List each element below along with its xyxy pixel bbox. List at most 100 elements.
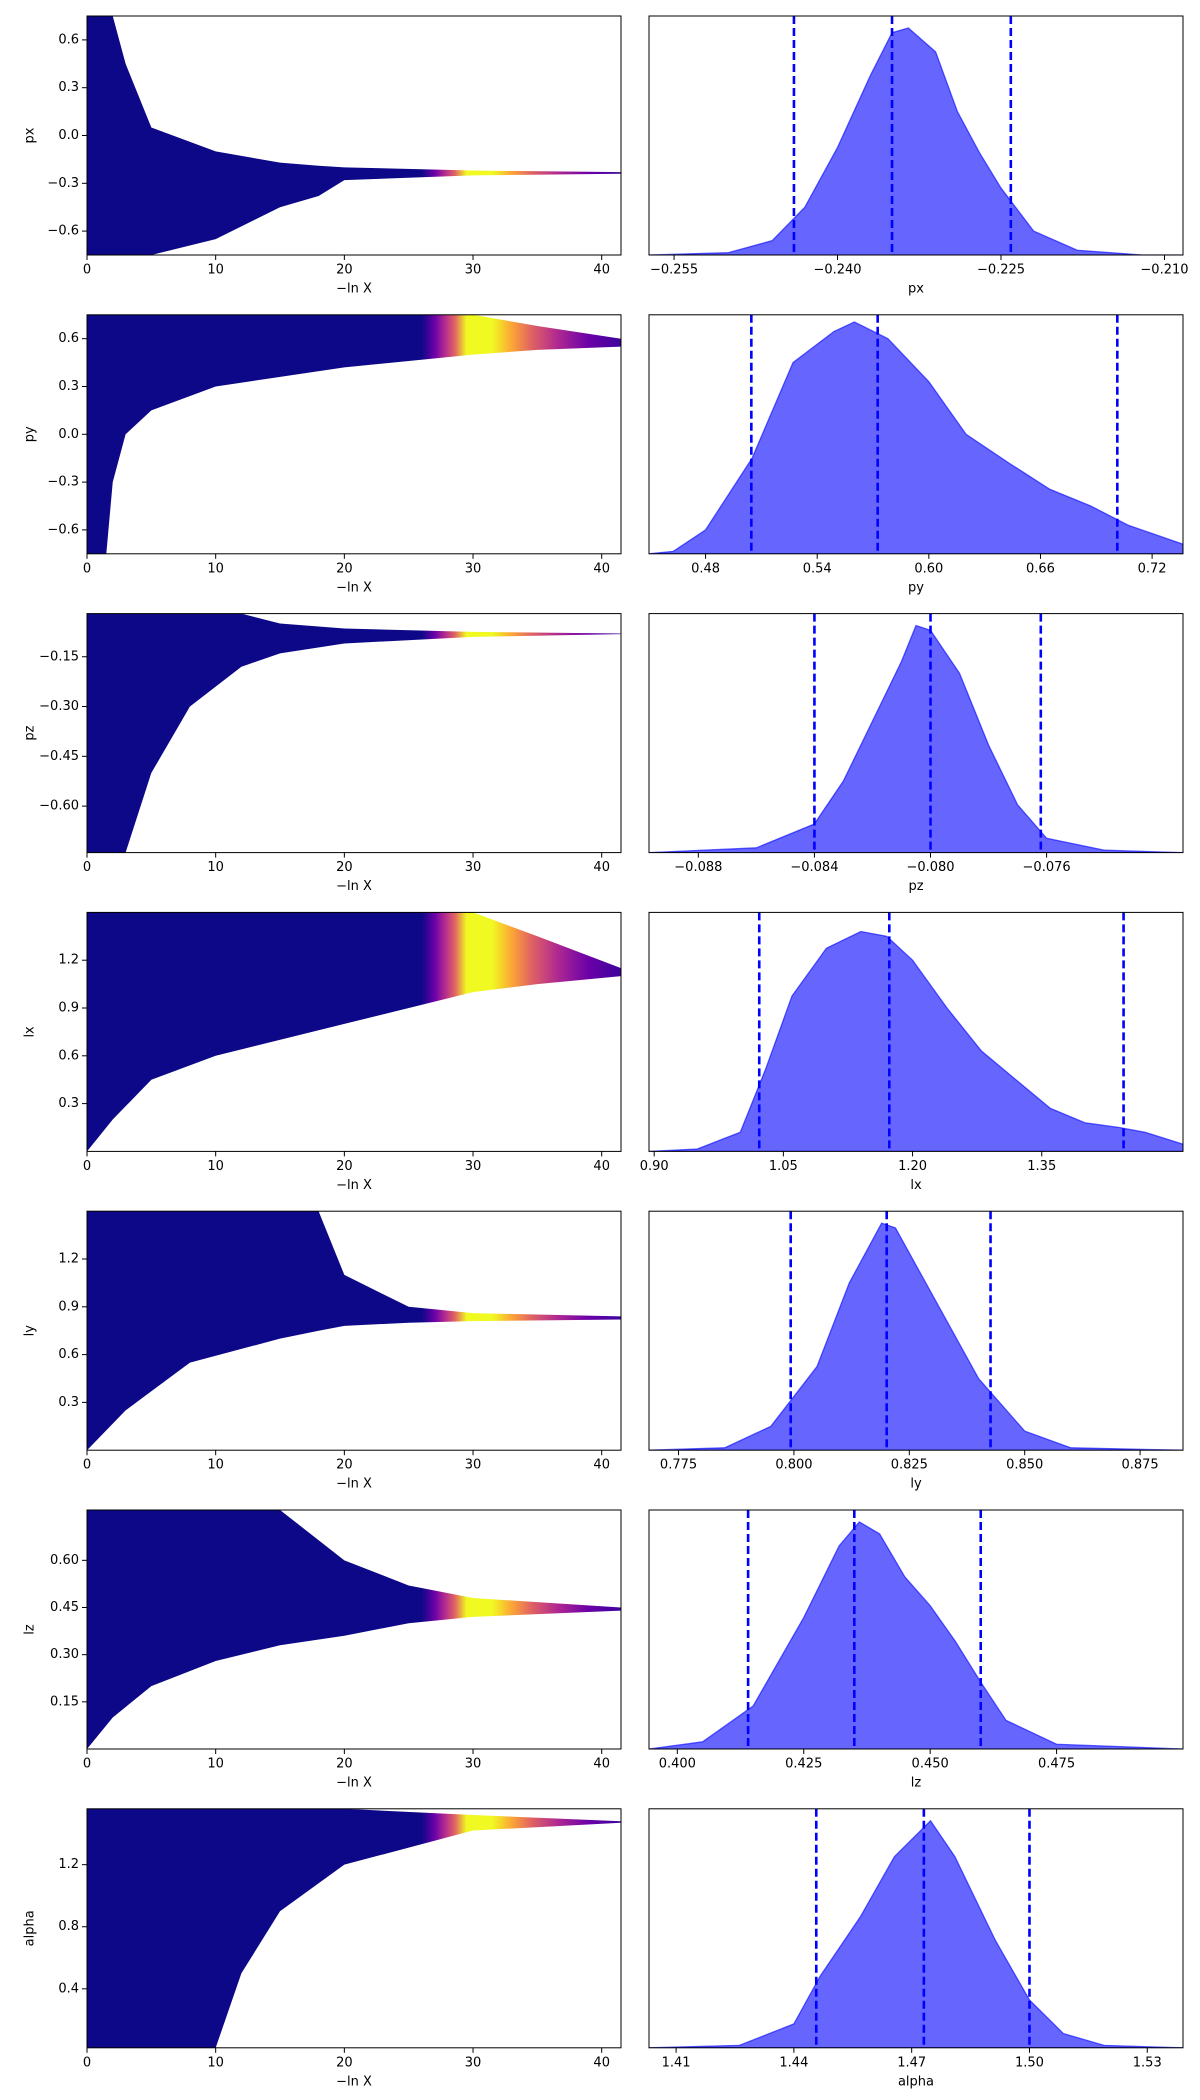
y-axis-label: px — [23, 127, 38, 143]
density-area — [649, 1222, 1183, 1451]
y-tick-label: 0.30 — [50, 1647, 79, 1662]
x-tick-label: 30 — [465, 1757, 482, 1772]
x-tick-label: 0 — [83, 1757, 91, 1772]
x-tick-label: −0.080 — [906, 860, 954, 875]
x-tick-label: 30 — [465, 263, 482, 278]
sample-band — [87, 613, 621, 853]
x-tick-label: 0.775 — [660, 1458, 697, 1473]
y-tick-label: 0.60 — [50, 1553, 79, 1568]
x-axis-label: alpha — [898, 2074, 934, 2089]
y-tick-label: −0.6 — [47, 522, 79, 537]
sample-band — [87, 16, 621, 255]
y-axis-label: py — [23, 426, 38, 442]
panel — [649, 1211, 1183, 1451]
x-tick-label: 20 — [336, 2055, 353, 2070]
x-tick-label: 30 — [465, 1159, 482, 1174]
y-tick-label: 0.8 — [58, 1919, 79, 1934]
sample-band — [87, 314, 621, 554]
x-tick-label: 40 — [593, 2055, 610, 2070]
y-tick-label: 0.9 — [58, 1299, 79, 1314]
y-tick-label: 0.3 — [58, 379, 79, 394]
axes-frame — [648, 1808, 1184, 2049]
axes-frame — [648, 613, 1184, 854]
x-tick-label: 30 — [465, 561, 482, 576]
y-axis-label: lz — [23, 1624, 38, 1635]
x-tick-label: 40 — [593, 561, 610, 576]
density-area — [649, 27, 1183, 255]
y-tick-label: 0.3 — [58, 80, 79, 95]
x-tick-label: −0.225 — [977, 263, 1025, 278]
y-axis-label: lx — [23, 1026, 38, 1038]
panel — [649, 314, 1183, 554]
x-axis-label: −ln X — [336, 1477, 372, 1492]
sample-band — [87, 1510, 621, 1749]
x-axis-label: pz — [908, 879, 923, 894]
x-axis-label: lz — [911, 1776, 922, 1791]
y-tick-label: 0.4 — [58, 1981, 79, 1996]
y-tick-label: 0.6 — [58, 32, 79, 47]
x-tick-label: 10 — [207, 2055, 224, 2070]
x-tick-label: −0.088 — [674, 860, 722, 875]
x-axis-label: −ln X — [336, 1178, 372, 1193]
x-tick-label: 20 — [336, 263, 353, 278]
x-tick-label: 0.875 — [1121, 1458, 1158, 1473]
y-tick-label: −0.6 — [47, 224, 79, 239]
x-tick-label: 0 — [83, 561, 91, 576]
density-area — [649, 1521, 1183, 1749]
y-tick-label: −0.45 — [39, 749, 79, 764]
y-tick-label: 0.15 — [50, 1694, 79, 1709]
x-tick-label: 0.60 — [914, 561, 943, 576]
x-tick-label: 10 — [207, 263, 224, 278]
x-tick-label: 0.72 — [1138, 561, 1167, 576]
x-tick-label: 0.475 — [1038, 1757, 1075, 1772]
panel — [649, 1808, 1183, 2048]
y-tick-label: 1.2 — [58, 1857, 79, 1872]
y-tick-label: 1.2 — [58, 953, 79, 968]
x-tick-label: 0 — [83, 263, 91, 278]
x-tick-label: 0.400 — [659, 1757, 696, 1772]
axes-frame — [648, 314, 1184, 555]
y-axis-label: alpha — [23, 1910, 38, 1946]
x-tick-label: 40 — [593, 1458, 610, 1473]
x-tick-label: 0.48 — [691, 561, 720, 576]
axes-frame — [86, 911, 622, 1152]
x-tick-label: 20 — [336, 561, 353, 576]
density-area — [649, 624, 1183, 853]
sample-band — [87, 912, 621, 1152]
y-tick-label: −0.3 — [47, 176, 79, 191]
y-tick-label: 0.6 — [58, 1347, 79, 1362]
x-tick-label: 0.800 — [775, 1458, 812, 1473]
x-tick-label: 30 — [465, 2055, 482, 2070]
x-tick-label: 0.850 — [1006, 1458, 1043, 1473]
x-tick-label: 10 — [207, 1159, 224, 1174]
y-tick-label: 0.9 — [58, 1001, 79, 1016]
x-tick-label: 1.20 — [898, 1159, 927, 1174]
density-area — [649, 1819, 1183, 2048]
x-tick-label: 1.05 — [769, 1159, 798, 1174]
y-tick-label: 0.0 — [58, 427, 79, 442]
x-tick-label: 20 — [336, 1458, 353, 1473]
y-tick-label: 0.6 — [58, 1048, 79, 1063]
x-tick-label: 0 — [83, 2055, 91, 2070]
axes-frame — [648, 1210, 1184, 1451]
y-tick-label: 0.0 — [58, 128, 79, 143]
x-tick-label: 1.35 — [1027, 1159, 1056, 1174]
panel — [649, 1510, 1183, 1749]
y-tick-label: 0.3 — [58, 1096, 79, 1111]
x-tick-label: 1.44 — [779, 2055, 808, 2070]
x-tick-label: 10 — [207, 1458, 224, 1473]
x-tick-label: 0.54 — [803, 561, 832, 576]
x-axis-label: −ln X — [336, 580, 372, 595]
axes-frame — [648, 15, 1184, 256]
x-tick-label: 0 — [83, 1458, 91, 1473]
x-tick-label: 20 — [336, 1757, 353, 1772]
y-tick-label: 0.6 — [58, 331, 79, 346]
x-tick-label: 10 — [207, 860, 224, 875]
y-tick-label: −0.60 — [39, 799, 79, 814]
density-area — [649, 321, 1183, 554]
x-tick-label: 1.50 — [1015, 2055, 1044, 2070]
y-axis-label: pz — [23, 725, 38, 740]
x-tick-label: −0.076 — [1023, 860, 1071, 875]
axes-frame — [86, 613, 622, 854]
x-tick-label: 0.825 — [891, 1458, 928, 1473]
